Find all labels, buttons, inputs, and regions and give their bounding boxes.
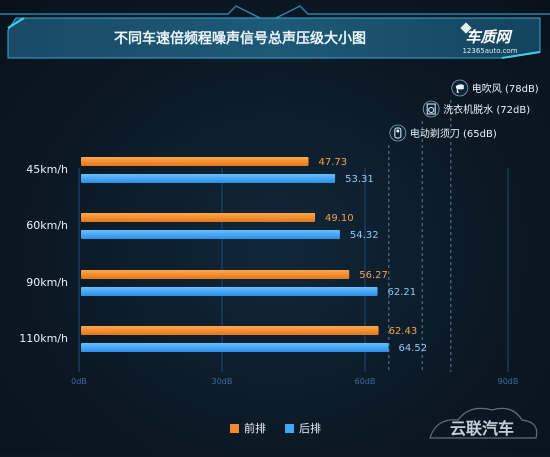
watermark-text: 云联汽车 bbox=[450, 419, 514, 438]
brand-logo: 车质网 12365auto.com bbox=[460, 22, 518, 55]
bar-front bbox=[81, 270, 350, 279]
header-accent-right bbox=[501, 51, 541, 59]
brand-name: 车质网 bbox=[465, 28, 513, 46]
category-label: 90km/h bbox=[26, 276, 68, 289]
cloud-icon bbox=[429, 407, 538, 439]
legend-label-front: 前排 bbox=[244, 421, 266, 435]
reference-lines: 电吹风 (78dB) 洗衣机脱水 (72dB) 电动剃须刀 (65dB) bbox=[388, 79, 539, 372]
bar-rear bbox=[81, 287, 378, 296]
header-banner: 不同车速倍频程噪声信号总声压级大小图 车质网 12365auto.com bbox=[0, 5, 550, 59]
value-label-front: 49.10 bbox=[325, 213, 354, 224]
legend-swatch-rear bbox=[285, 424, 294, 433]
x-tick-label: 30dB bbox=[212, 377, 233, 386]
value-label-front: 47.73 bbox=[319, 157, 348, 168]
value-label-rear: 54.32 bbox=[350, 230, 379, 241]
hair-dryer-icon bbox=[451, 79, 469, 97]
x-tick-label: 0dB bbox=[71, 377, 87, 386]
watermark: 云联汽车 bbox=[429, 407, 538, 439]
bars bbox=[81, 157, 389, 352]
bar-front bbox=[81, 213, 316, 222]
reference-label: 电动剃须刀 (65dB) bbox=[410, 127, 497, 140]
electric-shaver-icon bbox=[389, 124, 407, 142]
category-label: 60km/h bbox=[26, 219, 68, 232]
bar-rear bbox=[81, 174, 336, 183]
reference-label: 电吹风 (78dB) bbox=[472, 82, 539, 95]
bar-rear bbox=[81, 230, 340, 239]
x-tick-label: 60dB bbox=[355, 377, 376, 386]
value-label-front: 56.27 bbox=[359, 270, 388, 281]
legend-swatch-front bbox=[230, 424, 239, 433]
labels: 47.7353.3145km/h49.1054.3260km/h56.2762.… bbox=[19, 157, 427, 354]
legend-label-rear: 后排 bbox=[299, 421, 321, 435]
legend: 前排 后排 bbox=[230, 421, 321, 435]
value-label-rear: 62.21 bbox=[388, 287, 417, 298]
reference-label: 洗衣机脱水 (72dB) bbox=[443, 103, 530, 116]
chart-title: 不同车速倍频程噪声信号总声压级大小图 bbox=[114, 30, 366, 47]
brand-url: 12365auto.com bbox=[462, 47, 517, 55]
category-label: 45km/h bbox=[26, 163, 68, 176]
value-label-rear: 64.52 bbox=[399, 343, 428, 354]
value-label-rear: 53.31 bbox=[345, 174, 374, 185]
x-tick-label: 90dB bbox=[498, 377, 519, 386]
header-accent-left bbox=[7, 17, 25, 29]
bar-front bbox=[81, 157, 309, 166]
bar-rear bbox=[81, 343, 389, 352]
category-label: 110km/h bbox=[19, 332, 68, 345]
value-label-front: 62.43 bbox=[389, 326, 418, 337]
bar-front bbox=[81, 326, 379, 335]
washing-machine-icon bbox=[422, 100, 440, 118]
